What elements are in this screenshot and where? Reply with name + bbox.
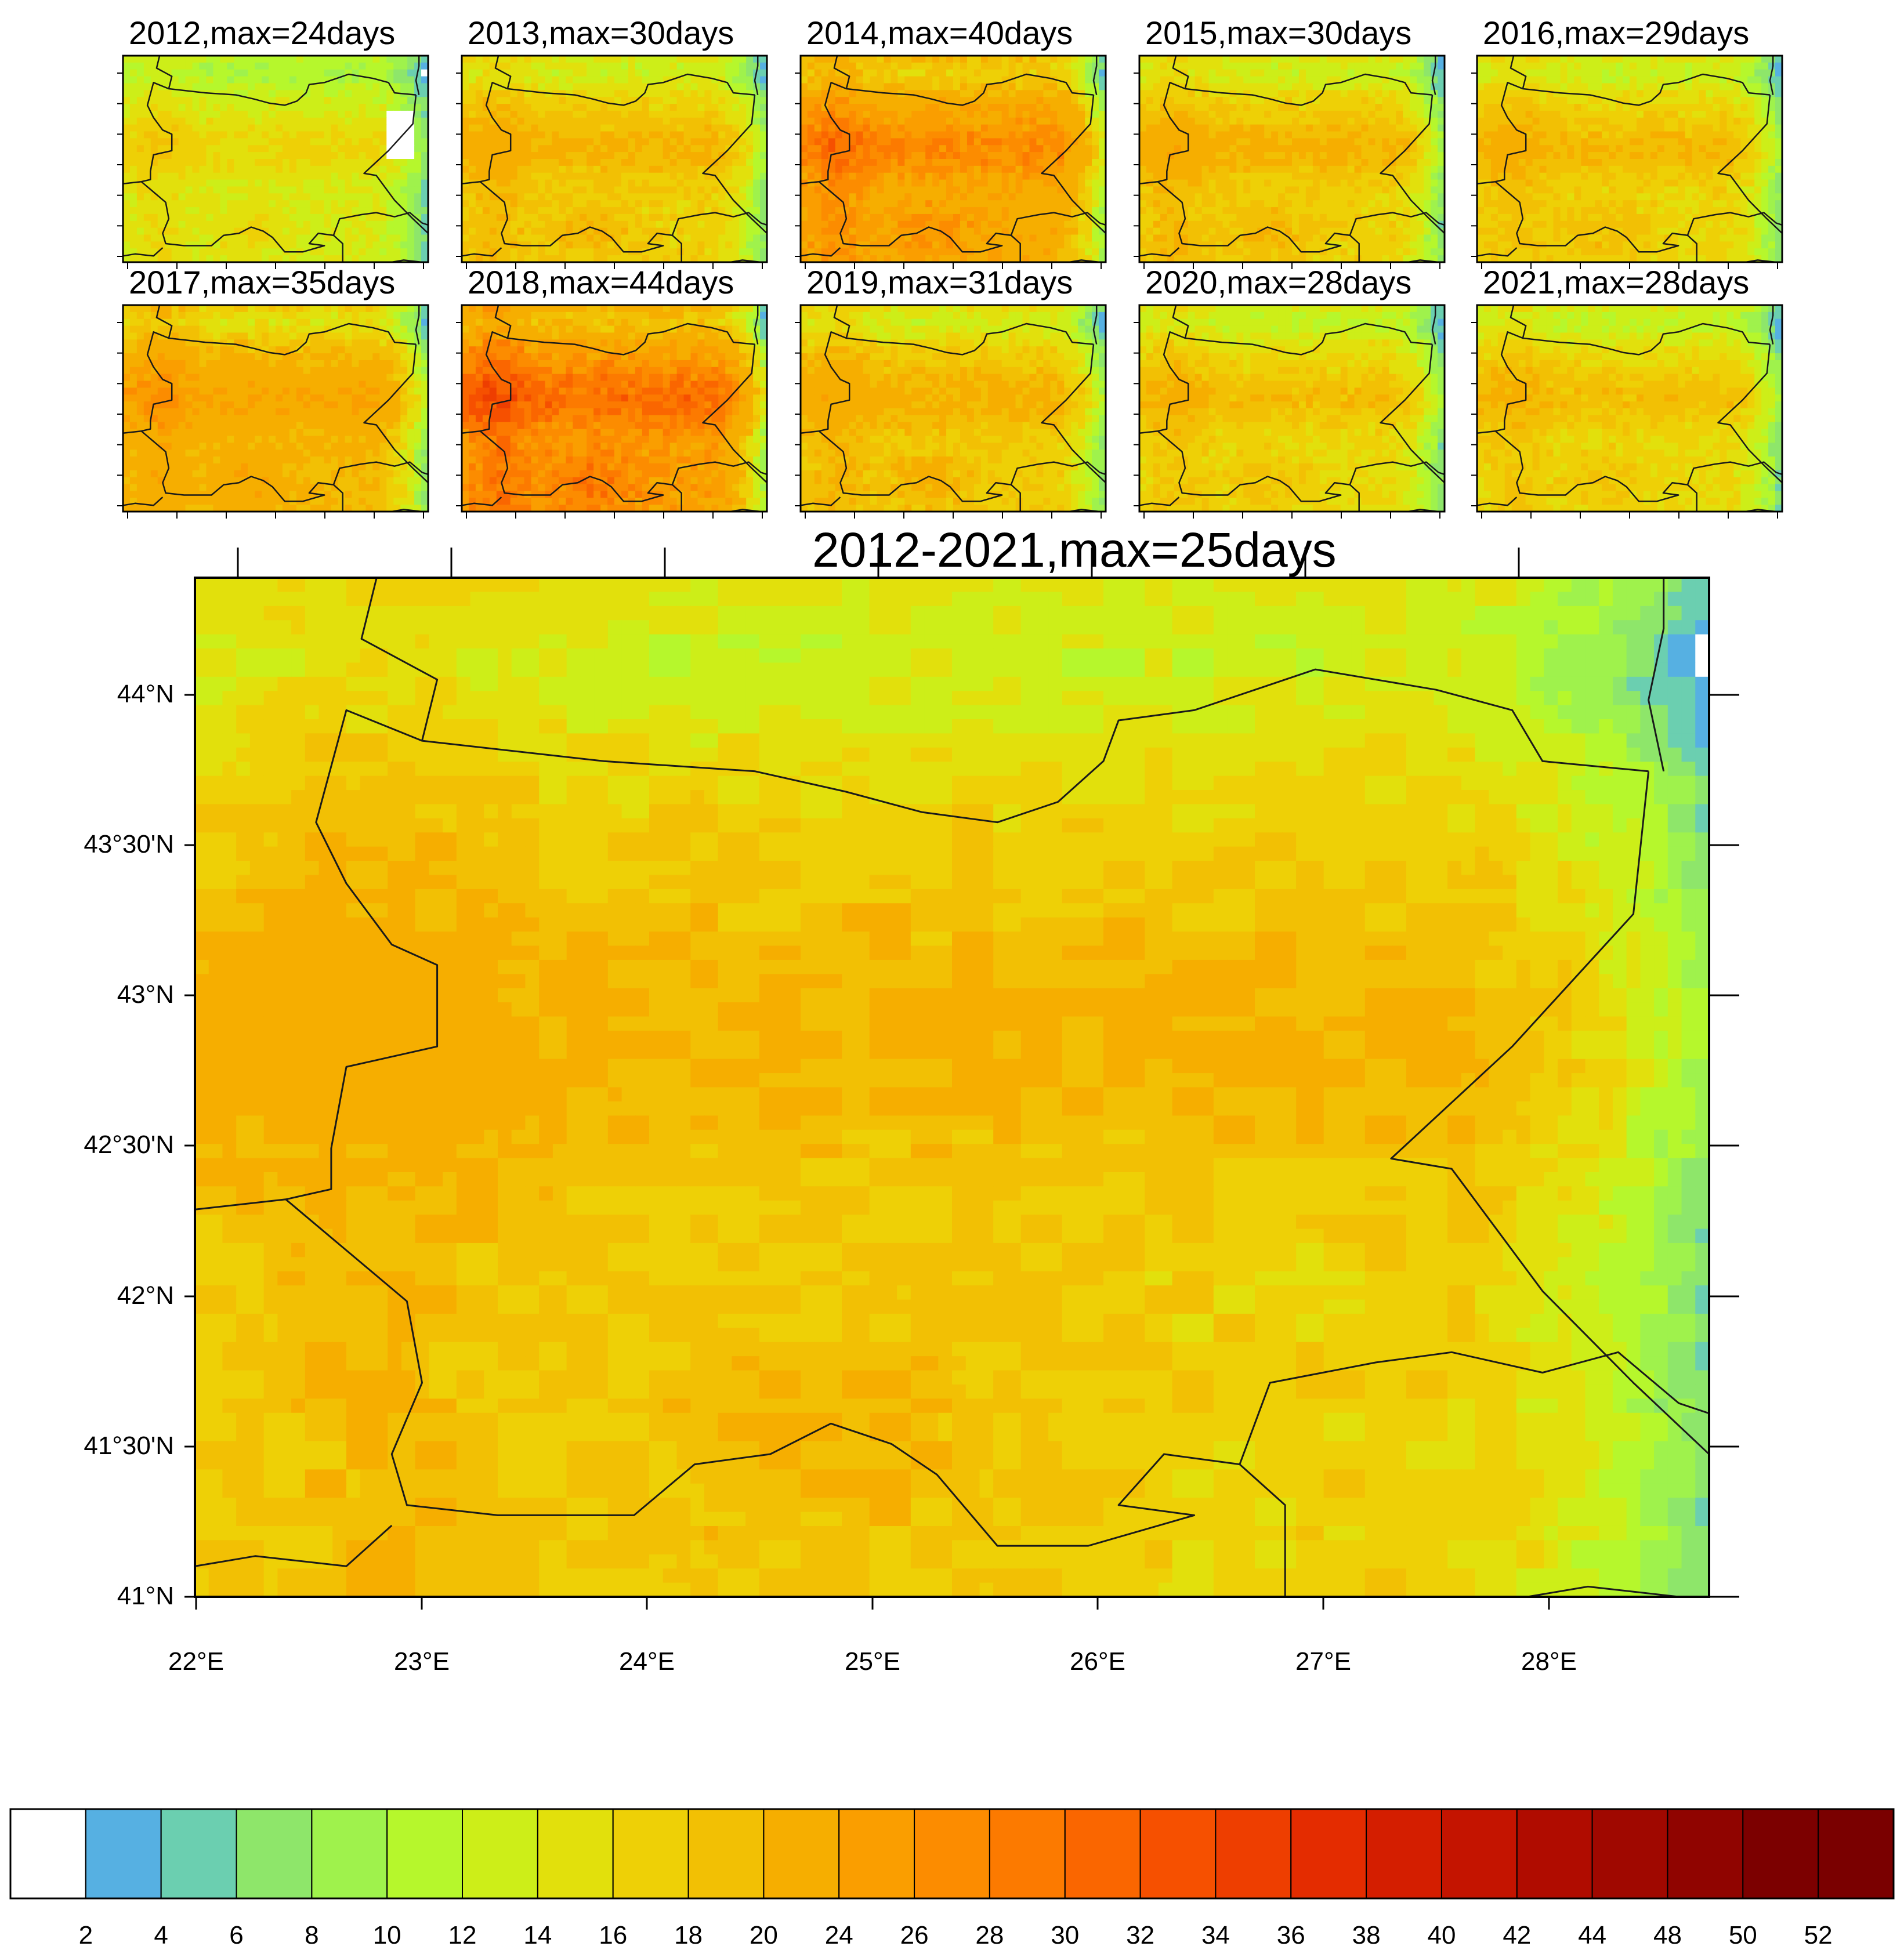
main-map-field [195, 578, 1710, 1597]
year-panel [117, 56, 429, 269]
colorbar-label: 10 [364, 1921, 410, 1950]
panel-title: 2021,max=28days [1483, 263, 1749, 301]
panel-title: 2013,max=30days [468, 14, 734, 52]
colorbar-segment [1065, 1809, 1141, 1898]
lat-label: 43°30'N [23, 830, 174, 859]
year-panel [795, 56, 1106, 269]
colorbar-label: 30 [1042, 1921, 1088, 1950]
colorbar-label: 38 [1343, 1921, 1389, 1950]
colorbar-segment [312, 1809, 387, 1898]
colorbar-segment [387, 1809, 462, 1898]
colorbar-label: 12 [439, 1921, 486, 1950]
colorbar-label: 6 [213, 1921, 260, 1950]
colorbar-label: 50 [1720, 1921, 1766, 1950]
year-panel [1471, 56, 1783, 269]
lat-label: 42°N [23, 1281, 174, 1310]
lon-label: 24°E [589, 1647, 705, 1676]
colorbar-label: 36 [1268, 1921, 1314, 1950]
colorbar-segment [10, 1809, 86, 1898]
lon-label: 26°E [1040, 1647, 1156, 1676]
panel-title: 2015,max=30days [1145, 14, 1411, 52]
colorbar-label: 8 [288, 1921, 335, 1950]
lat-label: 41°N [23, 1582, 174, 1611]
main-map-title: 2012-2021,max=25days [812, 522, 1337, 578]
year-panel [795, 305, 1106, 519]
lon-label: 23°E [364, 1647, 480, 1676]
colorbar-label: 52 [1795, 1921, 1841, 1950]
colorbar-segment [86, 1809, 161, 1898]
colorbar-segment [462, 1809, 538, 1898]
panel-title: 2020,max=28days [1145, 263, 1411, 301]
colorbar-segment [1442, 1809, 1517, 1898]
colorbar-segment [1592, 1809, 1668, 1898]
colorbar-label: 34 [1192, 1921, 1239, 1950]
colorbar-segment [763, 1809, 839, 1898]
colorbar-label: 28 [967, 1921, 1013, 1950]
colorbar-segment [1366, 1809, 1442, 1898]
colorbar-label: 4 [138, 1921, 184, 1950]
panel-title: 2019,max=31days [806, 263, 1073, 301]
panel-title: 2017,max=35days [129, 263, 395, 301]
colorbar-segment [839, 1809, 914, 1898]
colorbar-segment [538, 1809, 613, 1898]
lat-label: 44°N [23, 680, 174, 709]
colorbar-segment [1517, 1809, 1592, 1898]
lat-label: 42°30'N [23, 1130, 174, 1159]
colorbar-label: 42 [1494, 1921, 1540, 1950]
colorbar-label: 40 [1418, 1921, 1465, 1950]
year-panel [456, 305, 768, 519]
year-panel [1471, 305, 1783, 519]
lon-label: 27°E [1265, 1647, 1381, 1676]
colorbar-segment [689, 1809, 764, 1898]
colorbar-label: 20 [740, 1921, 787, 1950]
colorbar-segment [1291, 1809, 1366, 1898]
year-panel [1134, 56, 1445, 269]
colorbar-label: 24 [816, 1921, 862, 1950]
lat-label: 41°30'N [23, 1431, 174, 1460]
colorbar-segment [1743, 1809, 1818, 1898]
colorbar-segment [914, 1809, 990, 1898]
year-panel [456, 56, 768, 269]
lon-label: 25°E [815, 1647, 931, 1676]
lon-label: 22°E [138, 1647, 254, 1676]
colorbar [10, 1809, 1894, 1898]
panel-title: 2012,max=24days [129, 14, 395, 52]
colorbar-label: 14 [515, 1921, 561, 1950]
colorbar-label: 48 [1644, 1921, 1691, 1950]
colorbar-label: 18 [665, 1921, 712, 1950]
year-panel [117, 305, 429, 519]
colorbar-segment [237, 1809, 312, 1898]
main-map [184, 548, 1739, 1610]
colorbar-label: 2 [63, 1921, 109, 1950]
panel-title: 2016,max=29days [1483, 14, 1749, 52]
colorbar-segment [1668, 1809, 1743, 1898]
panel-title: 2014,max=40days [806, 14, 1073, 52]
colorbar-label: 26 [891, 1921, 937, 1950]
lat-label: 43°N [23, 980, 174, 1009]
lon-label: 28°E [1491, 1647, 1607, 1676]
colorbar-label: 32 [1117, 1921, 1164, 1950]
year-panel [1134, 305, 1445, 519]
panel-title: 2018,max=44days [468, 263, 734, 301]
colorbar-segment [1141, 1809, 1216, 1898]
colorbar-segment [613, 1809, 689, 1898]
colorbar-segment [1215, 1809, 1291, 1898]
colorbar-segment [990, 1809, 1065, 1898]
colorbar-label: 16 [590, 1921, 636, 1950]
colorbar-label: 44 [1569, 1921, 1616, 1950]
colorbar-segment [161, 1809, 237, 1898]
colorbar-segment [1818, 1809, 1894, 1898]
